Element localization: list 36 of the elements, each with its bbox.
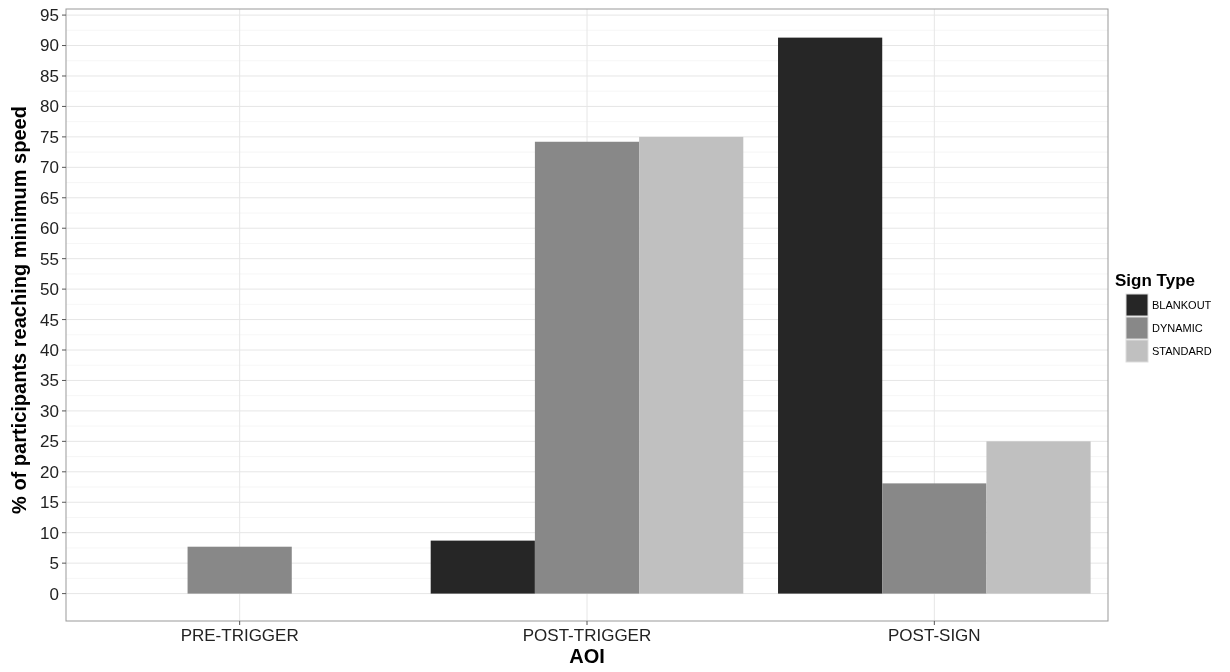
bar [639,136,744,594]
y-tick-label: 75 [40,127,59,147]
legend-label: STANDARD [1152,344,1212,357]
legend-label: DYNAMIC [1152,321,1203,334]
y-axis-title: % of participants reaching minimum speed [8,106,30,514]
y-tick-label: 60 [40,219,59,239]
legend-title: Sign Type [1115,271,1195,290]
x-axis-title: AOI [569,645,605,667]
y-tick-label: 0 [49,584,59,604]
bar [187,546,292,594]
x-tick-label: POST-SIGN [888,626,981,645]
bar [534,141,640,594]
bar [778,37,883,594]
y-tick-label: 30 [40,401,59,421]
y-tick-label: 55 [40,249,59,269]
x-tick-label: PRE-TRIGGER [180,626,299,645]
y-tick-label: 70 [40,158,59,178]
y-tick-label: 50 [40,280,59,300]
y-tick-label: 20 [40,462,59,482]
y-tick-label: 15 [40,493,59,513]
y-tick-label: 35 [40,371,59,391]
legend-label: BLANKOUT [1152,298,1212,311]
bar [986,441,1091,594]
y-tick-label: 95 [40,6,59,26]
y-tick-label: 45 [40,310,59,330]
y-tick-label: 65 [40,188,59,208]
y-tick-label: 10 [40,523,59,543]
y-tick-label: 90 [40,36,59,56]
y-tick-label: 85 [40,66,59,86]
y-tick-label: 80 [40,97,59,117]
x-tick-label: POST-TRIGGER [522,626,652,645]
bar [430,540,535,594]
y-tick-label: 40 [40,340,59,360]
y-tick-label: 5 [49,554,59,574]
bar [882,483,987,594]
y-tick-label: 25 [40,432,59,452]
